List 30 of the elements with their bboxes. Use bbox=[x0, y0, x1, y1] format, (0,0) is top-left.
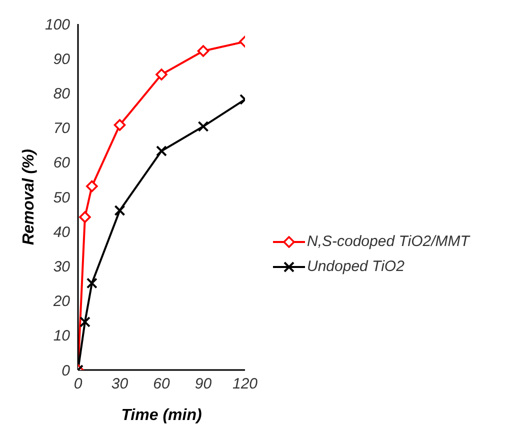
x-axis-title: Time (min) bbox=[121, 407, 202, 424]
x-tick-label: 90 bbox=[194, 376, 212, 393]
point bbox=[114, 119, 126, 131]
point bbox=[86, 180, 98, 192]
y-tick-label: 80 bbox=[53, 86, 71, 103]
y-tick-label: 0 bbox=[62, 362, 71, 380]
point bbox=[79, 211, 91, 223]
y-tick-label: 20 bbox=[52, 293, 71, 310]
point bbox=[156, 68, 168, 80]
point bbox=[114, 204, 126, 216]
y-tick-label: 60 bbox=[53, 154, 71, 172]
point bbox=[156, 145, 167, 156]
y-tick-label: 30 bbox=[53, 258, 71, 276]
y-axis-title: Removal (%) bbox=[20, 148, 38, 246]
x-tick-label: 120 bbox=[232, 376, 258, 393]
y-tick-label: 70 bbox=[53, 120, 71, 138]
x-tick-label: 60 bbox=[153, 376, 170, 393]
point bbox=[86, 278, 98, 289]
y-tick-label: 90 bbox=[53, 50, 71, 68]
y-tick-label: 10 bbox=[53, 328, 71, 345]
point bbox=[197, 45, 210, 57]
point bbox=[79, 316, 90, 328]
y-tick-label: 40 bbox=[53, 224, 71, 241]
x-tick-label: 0 bbox=[74, 376, 83, 393]
y-tick-label: 100 bbox=[44, 16, 71, 34]
legend-label: N,S-codoped TiO2/MMT bbox=[307, 233, 470, 250]
y-tick-label: 50 bbox=[53, 189, 71, 206]
x-tick-label: 30 bbox=[111, 376, 129, 393]
legend-label: Undoped TiO2 bbox=[307, 258, 404, 275]
point bbox=[198, 120, 209, 132]
